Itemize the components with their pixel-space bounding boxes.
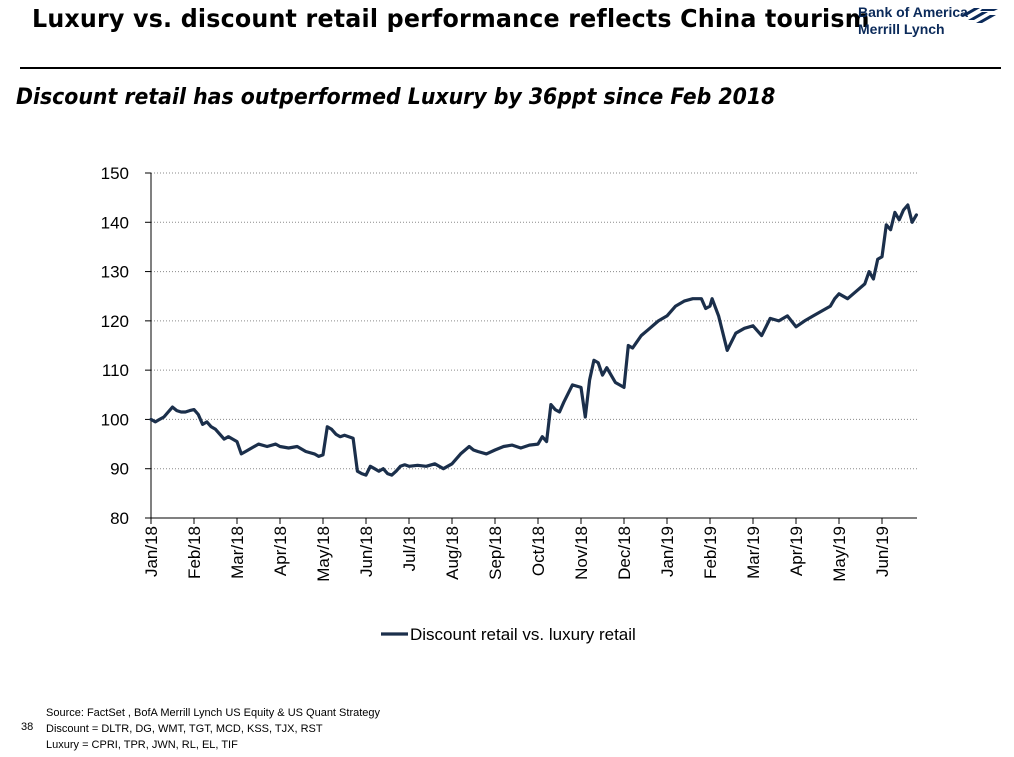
y-axis: 80 90 100 110 120 130 140 150: [101, 164, 152, 528]
y-tick-label: 110: [102, 361, 129, 380]
source-note: Source: FactSet , BofA Merrill Lynch US …: [46, 705, 380, 753]
header-divider: [20, 67, 1001, 69]
flag-icon: [960, 8, 998, 23]
bank-of-america-logo: Bank of America Merrill Lynch: [858, 4, 1008, 44]
x-tick-label: May/19: [830, 526, 849, 582]
x-tick-label: Jan/19: [658, 526, 677, 577]
logo-text: Bank of America Merrill Lynch: [858, 4, 968, 38]
line-chart: 80 90 100 110 120 130 140 150 Jan/18 Feb/18 Mar/1…: [101, 164, 919, 644]
y-tick-label: 100: [101, 410, 129, 429]
y-tick-label: 150: [101, 164, 129, 183]
legend-label: Discount retail vs. luxury retail: [410, 625, 636, 644]
y-tick-label: 130: [101, 263, 129, 282]
x-tick-label: Jun/19: [873, 526, 892, 577]
x-tick-label: Feb/18: [185, 526, 204, 579]
chart-subtitle: Discount retail has outperformed Luxury …: [16, 85, 776, 110]
x-tick-label: Apr/18: [271, 526, 290, 576]
x-tick-label: Jun/18: [357, 526, 376, 577]
logo-line-2: Merrill Lynch: [858, 21, 945, 37]
x-tick-label: Mar/18: [228, 526, 247, 579]
x-tick-label: Nov/18: [572, 526, 591, 580]
x-tick-label: Apr/19: [787, 526, 806, 576]
x-tick-label: Feb/19: [701, 526, 720, 579]
x-tick-label: Oct/18: [529, 526, 548, 576]
x-axis: Jan/18 Feb/18 Mar/18 Apr/18 May/18 Jun/18 Jul/…: [142, 517, 917, 582]
logo-line-1: Bank of America: [858, 4, 968, 20]
x-tick-label: Jul/18: [400, 526, 419, 571]
discount-definition: Discount = DLTR, DG, WMT, TGT, MCD, KSS,…: [46, 723, 323, 735]
x-tick-label: Jan/18: [142, 526, 161, 577]
x-tick-label: Dec/18: [615, 526, 634, 580]
source-line: Source: FactSet , BofA Merrill Lynch US …: [46, 707, 381, 719]
x-tick-label: Aug/18: [443, 526, 462, 580]
page-title: Luxury vs. discount retail performance r…: [32, 4, 870, 33]
luxury-definition: Luxury = CPRI, TPR, JWN, RL, EL, TIF: [46, 739, 238, 751]
legend: Discount retail vs. luxury retail: [381, 625, 636, 644]
y-tick-label: 90: [110, 460, 129, 479]
x-tick-label: May/18: [314, 526, 333, 582]
x-tick-label: Mar/19: [744, 526, 763, 579]
series-line: [149, 203, 919, 477]
x-tick-label: Sep/18: [486, 526, 505, 580]
page-number: 38: [21, 721, 34, 733]
y-tick-label: 80: [110, 509, 129, 528]
y-tick-label: 120: [101, 312, 129, 331]
y-tick-label: 140: [101, 213, 129, 232]
series-group: [149, 203, 919, 477]
